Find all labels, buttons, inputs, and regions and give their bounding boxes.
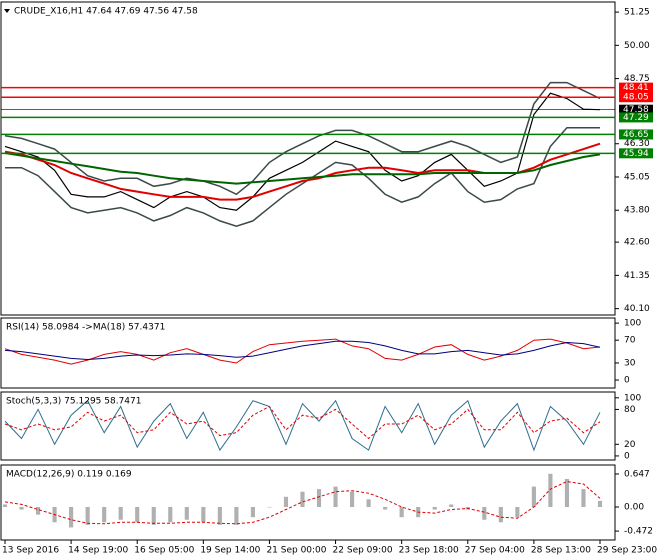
histogram-bar [383,506,388,510]
histogram-bar [2,504,8,507]
histogram-bar [85,506,90,525]
histogram-bar [217,506,222,525]
histogram-bar [581,489,586,507]
y-tick-label: 70 [624,336,636,346]
y-tick-label: 0.647 [624,469,650,479]
histogram-bar [498,506,503,523]
y-tick-label: 100 [624,393,641,403]
x-tick-label: 14 Sep 19:00 [68,546,128,556]
histogram-bar [300,491,305,507]
y-tick-label: 80 [624,405,636,415]
x-tick-label: 23 Sep 18:00 [399,546,459,556]
y-tick-label: 50.00 [624,41,650,51]
level-label: 46.65 [623,130,649,140]
collapse-arrow [4,9,10,13]
y-tick-label: 0 [624,451,630,461]
histogram-bar [201,506,206,523]
level-label: 47.29 [623,113,649,123]
panel-title: CRUDE_X16,H1 47.64 47.69 47.56 47.58 [14,7,198,17]
level-box [619,148,653,159]
y-tick-label: 45.05 [624,172,650,182]
histogram-bar [531,486,536,507]
level-label: 48.41 [623,83,649,93]
x-tick-label: 29 Sep 23:00 [597,546,657,556]
histogram-bar [102,506,107,523]
histogram-bar [283,496,289,507]
histogram-bar [333,486,338,507]
histogram-bar [69,506,74,528]
histogram-bar [118,506,123,520]
series-line [4,338,601,365]
histogram-bar [449,504,454,507]
histogram-bar [350,491,355,507]
level-label: 48.05 [623,93,649,103]
histogram-bar [432,506,437,510]
y-tick-label: 41.35 [624,271,650,281]
histogram-bar [184,506,189,520]
y-tick-label: 42.60 [624,238,650,248]
series-line [4,92,601,211]
y-tick-label: 100 [624,319,641,329]
panel-title: Stoch(5,3,3) 75.1295 58.7471 [6,397,141,407]
histogram-bar [597,500,603,507]
level-label: 45.94 [623,149,649,159]
level-box [619,82,653,93]
panel-title: RSI(14) 58.0984 ->MA(18) 57.4371 [6,323,165,333]
histogram-bar [151,506,156,525]
y-tick-label: 51.25 [624,8,650,18]
series-line [4,399,601,452]
histogram-bar [19,506,24,510]
panel-frame [0,391,616,461]
y-tick-label: 40.10 [624,304,650,314]
histogram-bar [250,506,255,518]
y-tick-label: 48.75 [624,74,650,84]
panel-frame [0,1,616,316]
series-line [5,127,600,227]
x-tick-label: 13 Sep 2016 [2,546,59,556]
histogram-bar [135,506,140,523]
y-tick-label: 43.80 [624,206,650,216]
y-tick-label: 0 [624,376,630,386]
y-tick-label: 30 [624,358,636,368]
x-tick-label: 21 Sep 00:00 [266,546,326,556]
histogram-bar [267,506,272,508]
histogram-bar [564,478,570,507]
histogram-bar [482,506,487,520]
level-label: 47.58 [623,105,649,115]
series-line [4,81,601,196]
series-line [4,152,601,185]
panel-frame [0,317,616,389]
histogram-bar [234,506,239,525]
histogram-bar [399,506,404,518]
x-tick-label: 28 Sep 13:00 [531,546,591,556]
histogram-bar [35,506,41,515]
y-tick-label: 0.00 [624,502,644,512]
level-box [619,129,653,140]
x-tick-label: 19 Sep 14:00 [200,546,260,556]
histogram-bar [316,489,322,507]
panel-frame [0,464,616,541]
histogram-bar [548,473,553,507]
panel-title: MACD(12,26,9) 0.119 0.169 [6,470,132,480]
series-line [4,340,601,361]
histogram-bar [366,499,371,507]
x-tick-label: 16 Sep 05:00 [134,546,194,556]
x-tick-label: 27 Sep 04:00 [465,546,525,556]
histogram-bar [168,506,173,523]
y-tick-label: -0.472 [624,527,653,537]
series-line [4,480,601,525]
y-tick-label: 20 [624,440,636,450]
y-tick-label: 46.30 [624,139,650,149]
histogram-bar [515,506,520,518]
x-tick-label: 22 Sep 09:00 [333,546,393,556]
level-box [619,112,653,123]
series-line [4,405,601,440]
level-box [619,92,653,103]
level-box [619,104,653,115]
